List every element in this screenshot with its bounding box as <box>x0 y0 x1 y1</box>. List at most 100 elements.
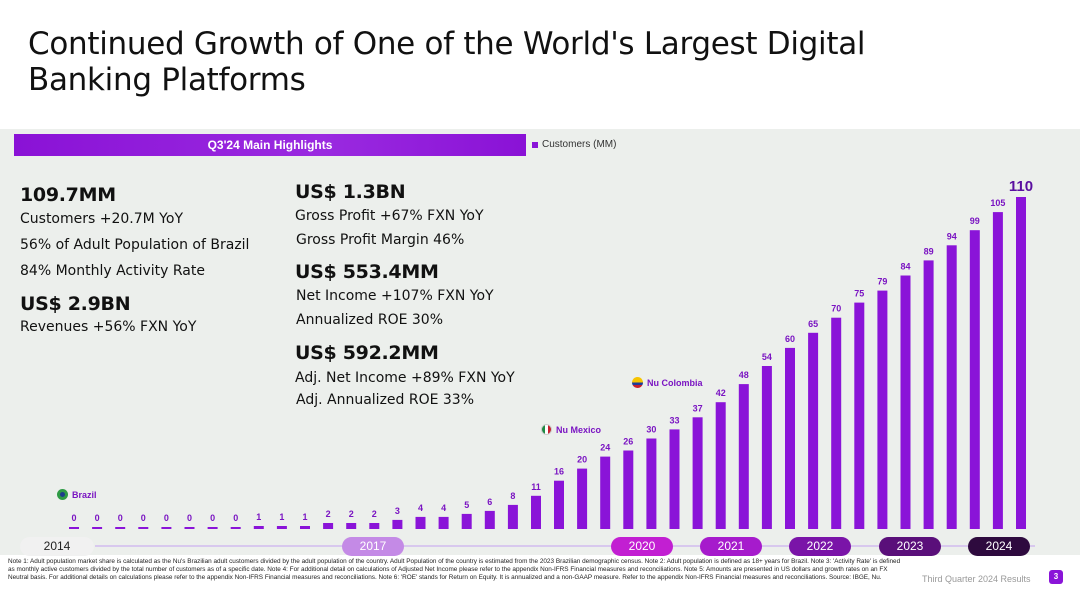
bar-34 <box>854 302 865 529</box>
bar-label-10: 1 <box>302 512 307 522</box>
bar-3 <box>138 527 149 529</box>
brazil-marker: Brazil <box>57 489 97 500</box>
bar-6 <box>207 527 218 529</box>
bar-37 <box>923 260 934 529</box>
revenues-yoy: Revenues +56% FXN YoY <box>20 319 197 335</box>
bar-26 <box>669 429 680 529</box>
bar-label-16: 4 <box>441 503 446 513</box>
bar-label-28: 42 <box>716 388 726 398</box>
chart-legend: Customers (MM) <box>532 139 616 150</box>
mexico-label: Nu Mexico <box>556 424 602 435</box>
bar-1 <box>92 527 103 529</box>
bar-label-23: 24 <box>600 443 610 453</box>
brazil-label: Brazil <box>72 489 97 500</box>
bar-14 <box>392 519 403 529</box>
bar-label-39: 99 <box>970 216 980 226</box>
bar-label-22: 20 <box>577 455 587 465</box>
bar-label-36: 84 <box>900 262 910 272</box>
gross-profit-margin: Gross Profit Margin 46% <box>296 232 465 248</box>
activity-rate: 84% Monthly Activity Rate <box>20 263 205 279</box>
bar-8 <box>253 526 264 529</box>
bar-label-34: 75 <box>854 289 864 299</box>
bar-7 <box>230 527 241 529</box>
bar-31 <box>785 347 795 529</box>
bar-10 <box>300 526 310 529</box>
bar-16 <box>438 516 449 529</box>
customers-value: 109.7MM <box>20 184 116 206</box>
page-number: 3 <box>1049 570 1063 584</box>
bar-0 <box>69 527 79 529</box>
bar-label-12: 2 <box>349 509 354 519</box>
year-2023: 2023 <box>879 537 941 556</box>
bar-label-0: 0 <box>71 513 76 523</box>
bar-22 <box>577 468 588 529</box>
bar-40 <box>992 212 1003 529</box>
gross-profit-value: US$ 1.3BN <box>295 181 406 203</box>
bar-41 <box>1016 197 1026 529</box>
bar-12 <box>346 523 357 529</box>
bar-23 <box>600 456 611 529</box>
adj-net-income-value: US$ 592.2MM <box>295 342 439 364</box>
colombia-label: Nu Colombia <box>647 377 703 388</box>
brazil-flag-icon <box>57 489 68 500</box>
colombia-marker: Nu Colombia <box>632 377 703 388</box>
adj-net-income-yoy: Adj. Net Income +89% FXN YoY <box>295 370 515 386</box>
net-income-value: US$ 553.4MM <box>295 261 439 283</box>
mexico-flag-icon <box>541 424 552 435</box>
revenues-value: US$ 2.9BN <box>20 293 131 315</box>
bar-label-27: 37 <box>693 403 703 413</box>
colombia-flag-icon <box>632 377 643 388</box>
bar-label-11: 2 <box>326 509 331 519</box>
bar-36 <box>900 275 911 529</box>
year-2020: 2020 <box>611 537 673 556</box>
bar-label-26: 33 <box>669 415 679 425</box>
bar-label-13: 2 <box>372 509 377 519</box>
bar-label-7: 0 <box>233 513 238 523</box>
net-income-yoy: Net Income +107% FXN YoY <box>296 288 494 304</box>
year-2021: 2021 <box>700 537 762 556</box>
bar-33 <box>831 317 842 529</box>
bar-label-29: 48 <box>739 370 749 380</box>
bar-2 <box>115 527 126 529</box>
bar-label-38: 94 <box>947 231 957 241</box>
bar-24 <box>623 450 634 529</box>
bar-label-17: 5 <box>464 500 469 510</box>
bar-label-15: 4 <box>418 503 423 513</box>
content-panel <box>0 129 1080 555</box>
bar-label-33: 70 <box>831 304 841 314</box>
bar-label-18: 6 <box>487 497 492 507</box>
bar-label-6: 0 <box>210 513 215 523</box>
bar-label-20: 11 <box>531 482 541 492</box>
chart-svg: 0 0 0 0 0 0 0 0 1 1 1 2 2 2 3 4 4 5 6811162024263033374248… <box>69 178 1033 530</box>
bar-30 <box>761 366 772 529</box>
bar-label-3: 0 <box>141 513 146 523</box>
bar-label-14: 3 <box>395 506 400 516</box>
bar-label-1: 0 <box>95 513 100 523</box>
bar-label-30: 54 <box>762 352 772 362</box>
bar-28 <box>715 402 726 529</box>
bar-25 <box>646 438 657 529</box>
bar-11 <box>323 523 334 529</box>
bar-label-35: 79 <box>877 277 887 287</box>
highlights-header: Q3'24 Main Highlights <box>14 134 526 156</box>
bar-label-32: 65 <box>808 319 818 329</box>
customers-yoy: Customers +20.7M YoY <box>20 211 183 227</box>
footnotes: Note 1: Adult population market share is… <box>8 558 901 582</box>
bar-label-19: 8 <box>510 491 515 501</box>
bar-label-9: 1 <box>279 512 284 522</box>
bar-38 <box>946 245 957 530</box>
bar-label-8: 1 <box>256 512 261 522</box>
bar-18 <box>484 510 495 529</box>
adj-annualized-roe: Adj. Annualized ROE 33% <box>296 392 475 408</box>
annualized-roe: Annualized ROE 30% <box>296 312 444 328</box>
bar-label-41: 110 <box>1009 178 1033 195</box>
year-timeline: 2014 2017 2020 2021 2022 2023 2024 <box>0 535 1080 557</box>
bar-39 <box>969 230 980 529</box>
bar-20 <box>531 495 541 529</box>
page-title: Continued Growth of One of the World's L… <box>28 26 866 98</box>
legend-label: Customers (MM) <box>542 139 617 150</box>
customers-bar-chart: 0 0 0 0 0 0 0 0 1 1 1 2 2 2 3 4 4 5 6 8 11 16 20 24 26 30 33 37 42 48… <box>0 160 1080 555</box>
year-2017: 2017 <box>342 537 404 556</box>
bar-label-21: 16 <box>554 467 564 477</box>
bar-13 <box>369 523 380 529</box>
